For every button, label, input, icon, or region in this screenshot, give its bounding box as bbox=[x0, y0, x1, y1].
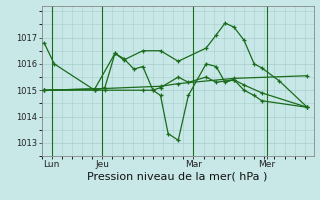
X-axis label: Pression niveau de la mer( hPa ): Pression niveau de la mer( hPa ) bbox=[87, 172, 268, 182]
